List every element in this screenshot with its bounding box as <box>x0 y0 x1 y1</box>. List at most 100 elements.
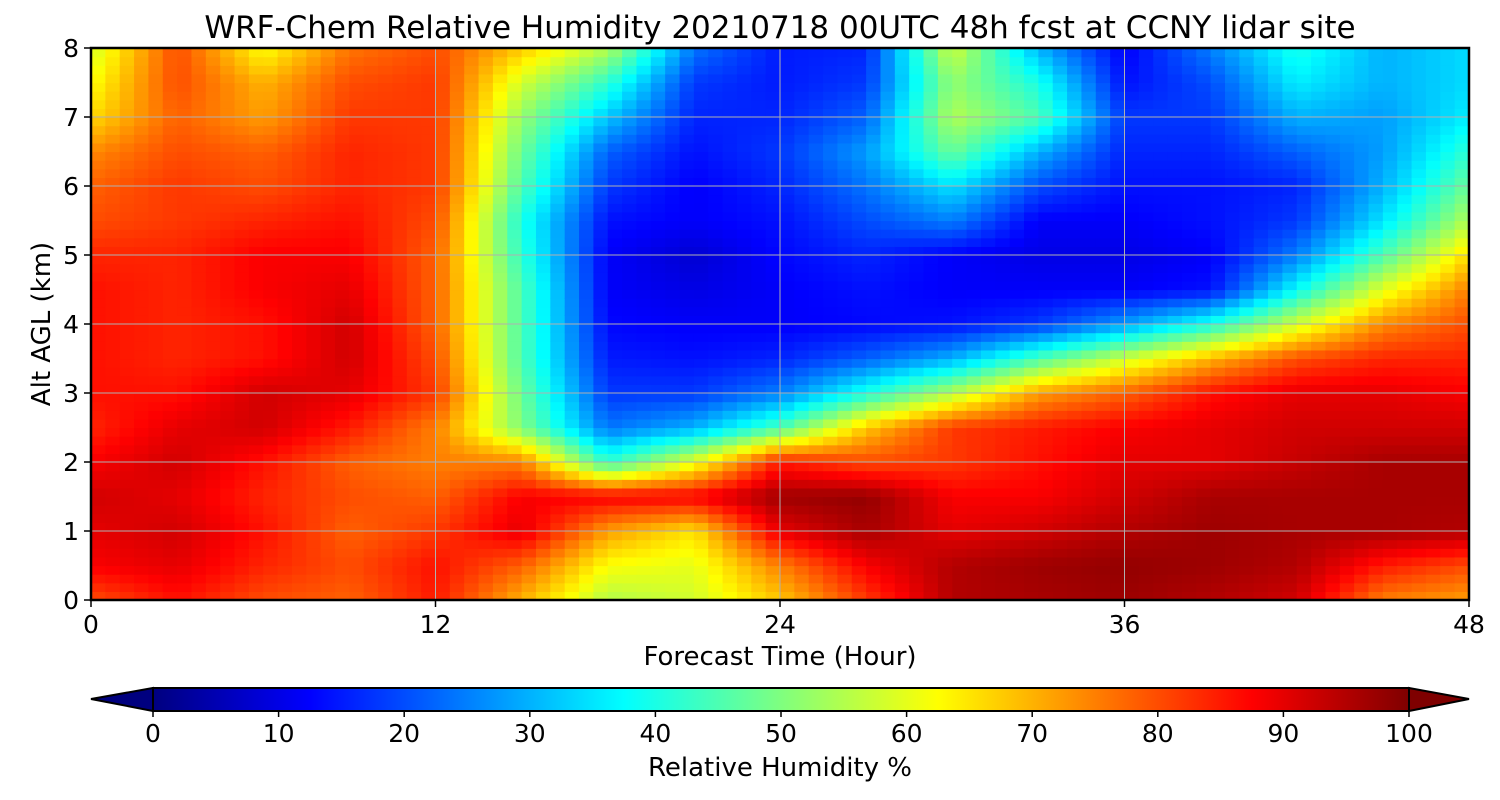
heatmap-cell <box>177 194 193 204</box>
heatmap-cell <box>980 393 996 403</box>
heatmap-cell <box>277 393 293 403</box>
heatmap-cell <box>1153 56 1169 66</box>
heatmap-cell <box>866 462 882 472</box>
heatmap-cell <box>1167 367 1183 377</box>
heatmap-cell <box>722 367 738 377</box>
heatmap-cell <box>866 134 882 144</box>
heatmap-cell <box>636 56 652 66</box>
heatmap-cell <box>220 177 236 187</box>
heatmap-cell <box>449 505 465 515</box>
heatmap-cell <box>923 410 939 420</box>
heatmap-cell <box>1167 229 1183 239</box>
heatmap-cell <box>1009 73 1025 84</box>
heatmap-cell <box>277 341 293 351</box>
heatmap-cell <box>478 99 494 109</box>
heatmap-cell <box>291 410 307 420</box>
heatmap-cell <box>535 393 551 403</box>
heatmap-cell <box>1081 142 1097 153</box>
heatmap-cell <box>952 65 968 75</box>
heatmap-cell <box>1067 479 1083 489</box>
heatmap-cell <box>478 73 494 84</box>
heatmap-cell <box>593 505 609 515</box>
heatmap-cell <box>952 453 968 463</box>
heatmap-cell <box>794 160 810 170</box>
heatmap-cell <box>148 168 164 178</box>
heatmap-cell <box>1081 393 1097 403</box>
heatmap-cell <box>349 531 365 541</box>
heatmap-cell <box>162 531 178 541</box>
heatmap-cell <box>363 272 379 282</box>
heatmap-cell <box>693 436 709 446</box>
heatmap-cell <box>622 513 638 523</box>
heatmap-cell <box>349 324 365 334</box>
heatmap-cell <box>205 582 221 592</box>
heatmap-cell <box>1024 574 1039 584</box>
heatmap-cell <box>1024 539 1039 549</box>
heatmap-cell <box>1024 177 1039 187</box>
heatmap-cell <box>406 462 422 472</box>
heatmap-cell <box>607 108 623 118</box>
heatmap-cell <box>665 151 681 161</box>
heatmap-cell <box>234 203 250 213</box>
heatmap-cell <box>607 125 623 135</box>
heatmap-cell <box>478 306 494 316</box>
heatmap-cell <box>464 255 480 265</box>
heatmap-cell <box>1153 255 1169 265</box>
heatmap-cell <box>780 479 795 489</box>
heatmap-cell <box>306 479 322 489</box>
heatmap-cell <box>1095 246 1111 256</box>
heatmap-cell <box>335 582 350 592</box>
heatmap-cell <box>1095 99 1111 109</box>
heatmap-cell <box>1124 349 1140 360</box>
heatmap-cell <box>320 513 336 523</box>
heatmap-cell <box>909 410 925 420</box>
heatmap-cell <box>248 522 264 532</box>
heatmap-cell <box>507 203 523 213</box>
heatmap-cell <box>507 65 523 75</box>
heatmap-cell <box>1024 487 1039 498</box>
heatmap-cell <box>550 108 566 118</box>
heatmap-cell <box>794 280 810 291</box>
heatmap-cell <box>837 298 853 308</box>
heatmap-cell <box>679 263 695 273</box>
heatmap-cell <box>966 539 982 549</box>
heatmap-cell <box>406 272 422 282</box>
heatmap-cell <box>1110 125 1126 135</box>
heatmap-cell <box>679 168 695 178</box>
heatmap-cell <box>1110 211 1126 222</box>
heatmap-cell <box>177 186 193 196</box>
heatmap-cell <box>1138 177 1154 187</box>
heatmap-cell <box>851 487 867 498</box>
heatmap-cell <box>119 574 135 584</box>
heatmap-cell <box>435 151 451 161</box>
heatmap-cell <box>492 108 508 118</box>
heatmap-cell <box>162 82 178 92</box>
heatmap-cell <box>162 229 178 239</box>
heatmap-cell <box>378 142 394 153</box>
heatmap-cell <box>535 315 551 325</box>
heatmap-cell <box>909 375 925 385</box>
heatmap-cell <box>449 565 465 575</box>
heatmap-cell <box>1181 539 1197 549</box>
heatmap-cell <box>780 194 795 204</box>
heatmap-cell <box>1196 168 1212 178</box>
heatmap-cell <box>378 358 394 368</box>
heatmap-cell <box>607 487 623 498</box>
heatmap-cell <box>808 186 824 196</box>
heatmap-cell <box>435 418 451 429</box>
heatmap-cell <box>1067 367 1083 377</box>
heatmap-cell <box>378 229 394 239</box>
heatmap-cell <box>205 505 221 515</box>
heatmap-cell <box>579 479 594 489</box>
heatmap-cell <box>134 462 150 472</box>
heatmap-cell <box>636 591 652 600</box>
heatmap-cell <box>665 505 681 515</box>
heatmap-cell <box>693 496 709 506</box>
heatmap-cell <box>966 505 982 515</box>
heatmap-cell <box>894 108 910 118</box>
heatmap-cell <box>320 82 336 92</box>
heatmap-cell <box>736 246 752 256</box>
heatmap-cell <box>909 237 925 247</box>
heatmap-cell <box>205 99 221 109</box>
heatmap-cell <box>736 444 752 454</box>
